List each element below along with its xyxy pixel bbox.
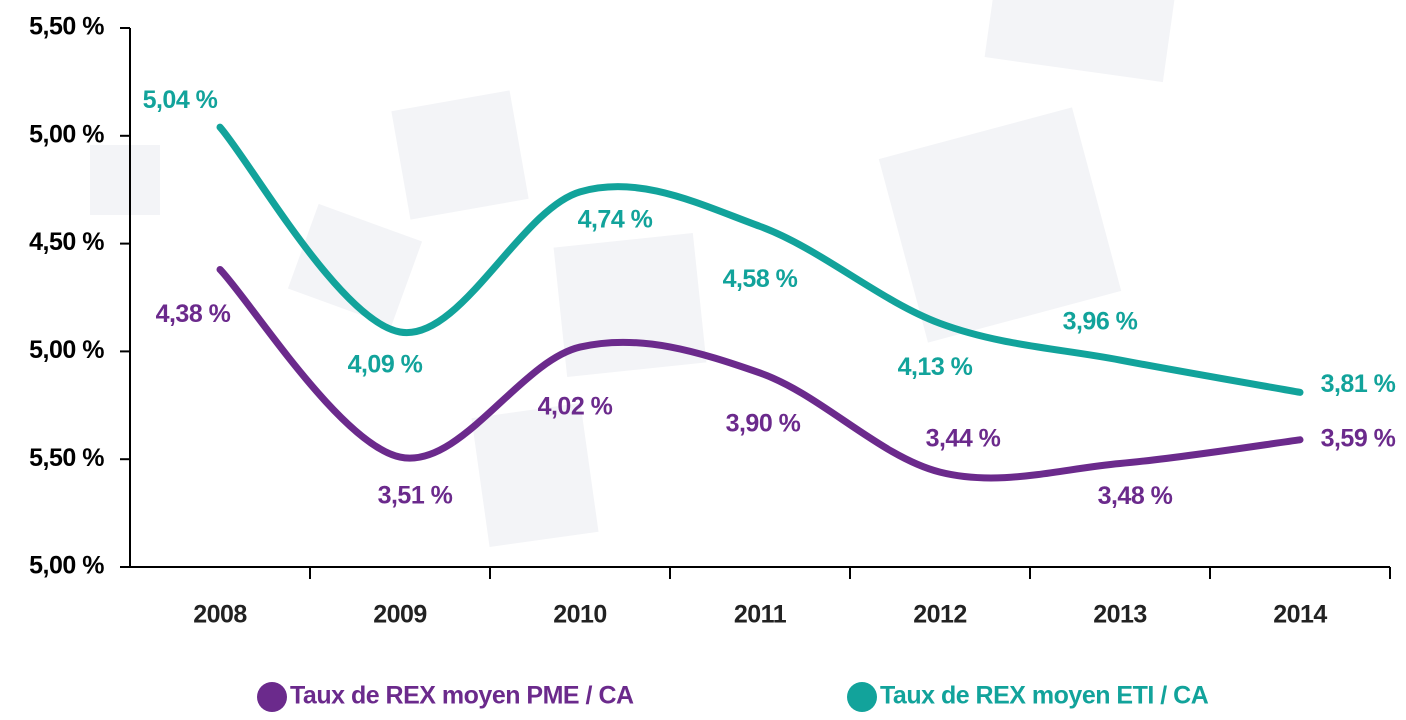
- legend-marker: [257, 682, 287, 712]
- data-label: 4,38 %: [156, 300, 231, 328]
- y-tick-label: 5,00 %: [29, 336, 104, 364]
- series-line: [216, 265, 1304, 482]
- y-tick-label: 5,00 %: [29, 120, 104, 148]
- data-label: 3,90 %: [726, 410, 801, 438]
- legend-marker: [847, 682, 877, 712]
- data-label: 3,48 %: [1098, 482, 1173, 510]
- x-tick-label: 2014: [1273, 601, 1327, 629]
- x-tick-label: 2008: [193, 601, 247, 629]
- data-label: 4,13 %: [898, 353, 973, 381]
- data-label: 4,58 %: [723, 265, 798, 293]
- y-tick-label: 5,50 %: [29, 444, 104, 472]
- x-tick-label: 2013: [1093, 601, 1147, 629]
- data-label: 4,74 %: [578, 205, 653, 233]
- series-line: [216, 123, 1304, 396]
- legend-label: Taux de REX moyen PME / CA: [290, 682, 634, 710]
- data-label: 3,59 %: [1321, 424, 1396, 452]
- x-tick-label: 2012: [913, 601, 967, 629]
- data-label: 3,81 %: [1321, 370, 1396, 398]
- data-label: 4,09 %: [348, 351, 423, 379]
- data-label: 5,04 %: [143, 86, 218, 114]
- data-label: 3,44 %: [926, 425, 1001, 453]
- data-label: 3,51 %: [378, 482, 453, 510]
- y-tick-label: 5,50 %: [29, 13, 104, 41]
- background-shapes: [90, 0, 1176, 548]
- data-label: 3,96 %: [1063, 308, 1138, 336]
- x-tick-label: 2011: [734, 601, 787, 629]
- legend-label: Taux de REX moyen ETI / CA: [880, 682, 1209, 710]
- x-tick-label: 2009: [373, 601, 427, 629]
- x-tick-label: 2010: [553, 601, 607, 629]
- y-tick-label: 5,00 %: [29, 552, 104, 580]
- y-tick-label: 4,50 %: [29, 228, 104, 256]
- data-label: 4,02 %: [538, 393, 613, 421]
